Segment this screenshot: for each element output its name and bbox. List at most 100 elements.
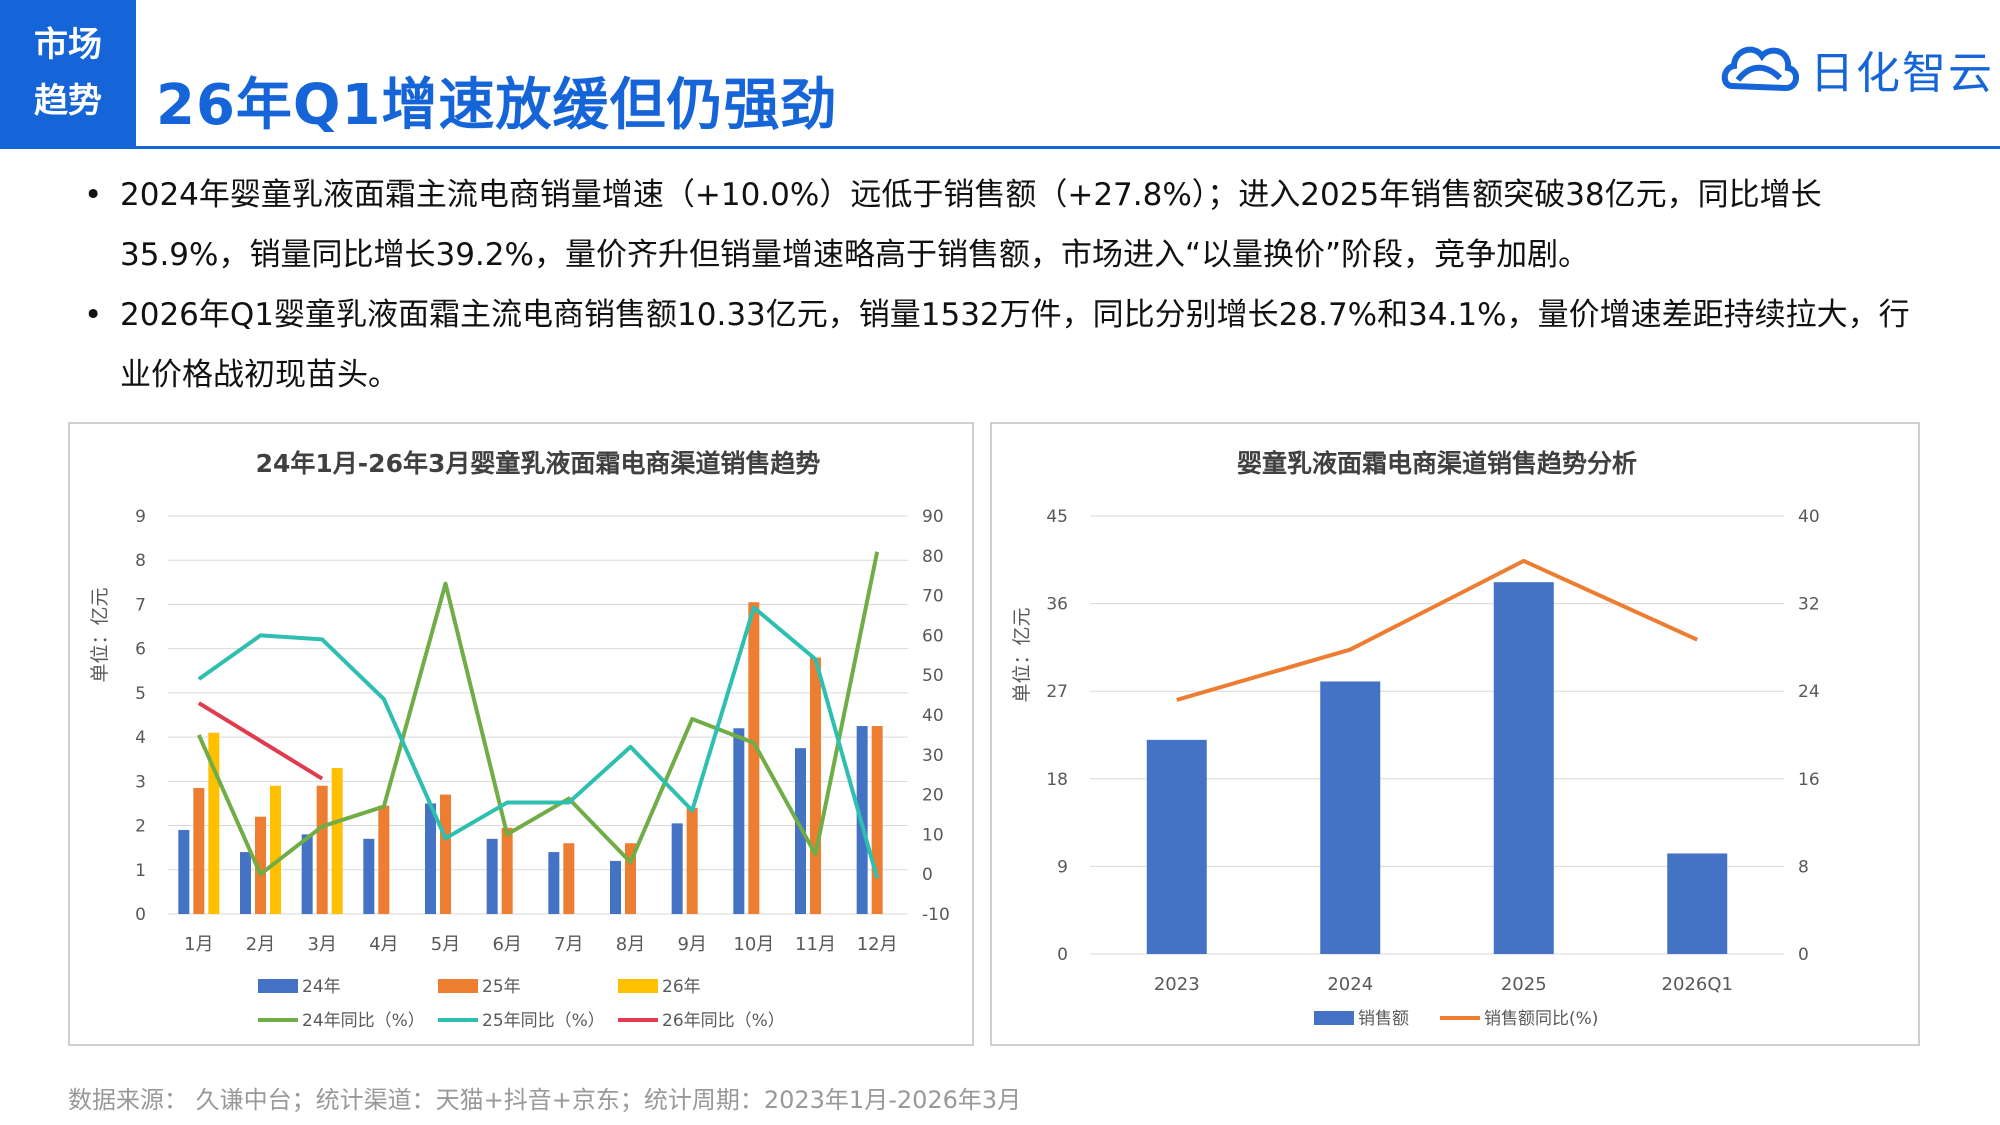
- bar: [301, 834, 313, 914]
- y-tick-label: 8: [135, 551, 146, 571]
- bar: [548, 852, 560, 914]
- x-tick-label: 8月: [616, 934, 645, 955]
- legend-swatch: [438, 979, 478, 993]
- bar: [1320, 681, 1381, 954]
- x-tick-label: 2025: [1501, 974, 1547, 995]
- bar: [316, 785, 328, 914]
- y2-tick-label: 0: [1798, 945, 1809, 965]
- brand-logo: 日化智云: [1720, 34, 1994, 104]
- y2-tick-label: 0: [922, 865, 933, 885]
- y2-tick-label: 60: [922, 626, 944, 646]
- annual-chart-panel: 婴童乳液面霜电商渠道销售趋势分析 0 9 18 27 36 45 0 8 16 24 32 40 单位：亿…: [990, 422, 1920, 1046]
- x-tick-label: 4月: [369, 934, 398, 955]
- monthly-sales-chart: 24年1月-26年3月婴童乳液面霜电商渠道销售趋势 0 1 2 3 4 5 6 7 8 9 -10 0 1…: [89, 449, 950, 1031]
- x-tick-label: 2月: [246, 934, 275, 955]
- y-tick-label: 18: [1046, 770, 1068, 790]
- legend-swatch: [618, 979, 658, 993]
- chart-title: 婴童乳液面霜电商渠道销售趋势分析: [1237, 449, 1637, 478]
- bar: [501, 827, 513, 914]
- x-tick-label: 10月: [733, 934, 774, 955]
- bar: [270, 785, 281, 914]
- cloud-logo-icon: [1721, 46, 1799, 92]
- bar: [425, 803, 436, 914]
- series-line: [1176, 558, 1699, 702]
- bar: [625, 843, 636, 914]
- legend-swatch: [258, 979, 298, 993]
- bar: [486, 838, 498, 914]
- y-tick-label: 36: [1046, 595, 1068, 615]
- y2-tick-label: 90: [922, 507, 944, 527]
- bar: [255, 816, 266, 914]
- x-tick-label: 11月: [795, 934, 836, 955]
- monthly-chart-panel: 24年1月-26年3月婴童乳液面霜电商渠道销售趋势 0 1 2 3 4 5 6 7 8 9 -10 0 1…: [68, 422, 974, 1046]
- y-tick-label: 9: [1057, 857, 1068, 877]
- y2-tick-label: 40: [922, 706, 944, 726]
- y-tick-label: 9: [135, 507, 146, 527]
- y-tick-label: 0: [1057, 945, 1068, 965]
- y-axis-label: 单位：亿元: [1011, 607, 1033, 702]
- legend-label: 24年: [302, 977, 341, 997]
- bar: [733, 728, 745, 914]
- legend-label: 26年: [662, 977, 701, 997]
- bar: [748, 602, 760, 914]
- section-tag-line1: 市场: [34, 25, 102, 65]
- legend-label: 25年同比（%）: [482, 1011, 605, 1031]
- x-tick-label: 5月: [431, 934, 460, 955]
- y-tick-label: 4: [135, 728, 146, 748]
- bullet-text: 2024年婴童乳液面霜主流电商销量增速（+10.0%）远低于销售额（+27.8%…: [120, 177, 1822, 273]
- y-tick-label: 27: [1046, 682, 1068, 702]
- bar: [378, 805, 390, 914]
- x-tick-label: 9月: [677, 934, 706, 955]
- legend-swatch: [1314, 1011, 1354, 1025]
- y-tick-label: 0: [135, 905, 146, 925]
- x-tick-label: 6月: [492, 934, 521, 955]
- series-line: [197, 605, 880, 879]
- bullet-text: 2026年Q1婴童乳液面霜主流电商销售额10.33亿元，销量1532万件，同比分…: [120, 297, 1910, 393]
- bar: [610, 860, 621, 914]
- series-line: [197, 701, 324, 781]
- bullet-item: • 2026年Q1婴童乳液面霜主流电商销售额10.33亿元，销量1532万件，同比…: [84, 297, 1910, 393]
- bar: [686, 807, 698, 914]
- y2-tick-label: -10: [922, 905, 950, 925]
- bar: [563, 843, 575, 914]
- x-tick-label: 3月: [307, 934, 336, 955]
- bar: [671, 823, 683, 914]
- header-divider: [0, 146, 2000, 149]
- x-tick-label: 12月: [857, 934, 898, 955]
- y-tick-label: 2: [135, 817, 146, 837]
- bar: [1146, 739, 1207, 954]
- y2-tick-label: 30: [922, 746, 944, 766]
- y-axis-label: 单位：亿元: [89, 587, 111, 682]
- series-line: [197, 551, 880, 877]
- bar: [331, 768, 343, 914]
- y2-tick-label: 20: [922, 786, 944, 806]
- y2-tick-label: 80: [922, 547, 944, 567]
- bar: [810, 657, 821, 914]
- y-tick-label: 45: [1046, 507, 1068, 527]
- legend-label: 销售额: [1358, 1009, 1409, 1029]
- bar: [193, 787, 205, 914]
- y-tick-label: 3: [135, 772, 146, 792]
- section-tag-line2: 趋势: [34, 81, 102, 121]
- legend-label: 销售额同比(%): [1484, 1009, 1598, 1029]
- bar: [208, 732, 220, 914]
- logo-text: 日化智云: [1810, 48, 1994, 99]
- legend-label: 26年同比（%）: [662, 1011, 785, 1031]
- y2-tick-label: 32: [1798, 595, 1820, 615]
- data-source-note: 数据来源： 久谦中台；统计渠道：天猫+抖音+京东；统计周期：2023年1月-20…: [68, 1086, 1022, 1114]
- y-tick-label: 1: [135, 861, 146, 881]
- y2-tick-label: 70: [922, 587, 944, 607]
- chart-title: 24年1月-26年3月婴童乳液面霜电商渠道销售趋势: [256, 449, 821, 478]
- bar: [178, 829, 190, 914]
- y2-tick-label: 24: [1798, 682, 1820, 702]
- x-tick-label: 7月: [554, 934, 583, 955]
- bar: [1493, 582, 1554, 954]
- y-tick-label: 7: [135, 595, 146, 615]
- page-title: 26年Q1增速放缓但仍强劲: [156, 73, 838, 138]
- y2-tick-label: 16: [1798, 770, 1820, 790]
- y2-tick-label: 8: [1798, 857, 1809, 877]
- bar: [871, 726, 883, 914]
- section-tag: 市场 趋势: [0, 0, 136, 146]
- x-tick-label: 2024: [1327, 974, 1373, 995]
- y2-tick-label: 50: [922, 666, 944, 686]
